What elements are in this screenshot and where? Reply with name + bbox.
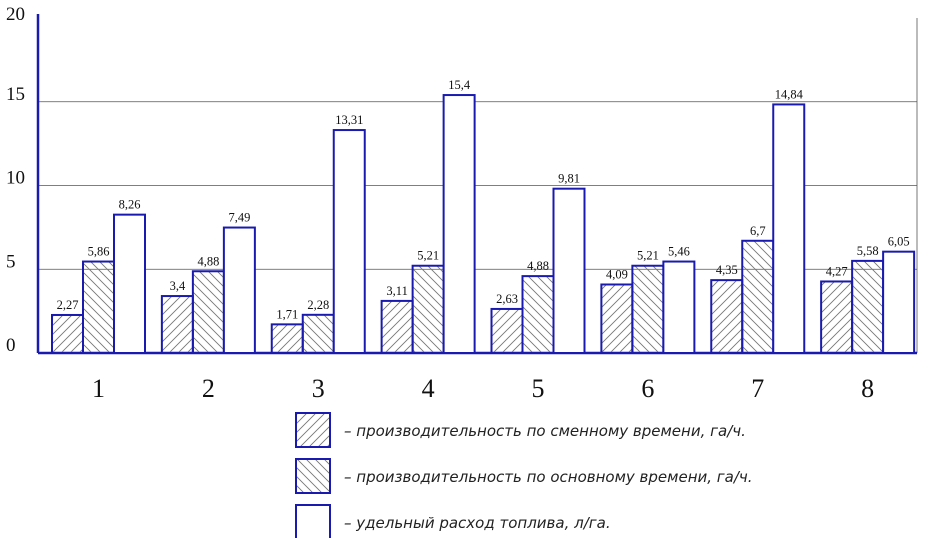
bar-series-3-cat-3 — [332, 129, 366, 354]
data-label: 4,09 — [606, 267, 628, 281]
legend-label-2: – производительность по основному времен… — [344, 468, 753, 486]
bar-series-1-cat-3 — [270, 323, 304, 355]
x-tick-label: 3 — [312, 374, 325, 403]
bar-series-3-cat-6 — [662, 260, 696, 355]
bar-series-1-cat-2 — [160, 295, 194, 354]
data-label: 5,21 — [417, 249, 439, 263]
data-label: 6,05 — [888, 235, 910, 249]
data-label: 5,21 — [637, 249, 659, 263]
data-label: 7,49 — [228, 211, 250, 225]
data-labels: 2,27 5,86 8,26 3,4 4,88 7,49 1,71 2,28 13,31 3,11… — [57, 78, 910, 321]
bar-series-3-cat-8 — [882, 250, 916, 355]
x-tick-label: 5 — [532, 374, 545, 403]
bar-series-2-cat-5 — [521, 275, 555, 354]
bars — [51, 94, 916, 355]
data-label: 5,46 — [668, 245, 690, 259]
bar-series-3-cat-1 — [113, 213, 146, 354]
data-label: 5,86 — [88, 245, 110, 259]
legend-swatch-1 — [295, 412, 331, 448]
data-label: 4,27 — [826, 264, 848, 278]
bar-series-2-cat-4 — [411, 264, 445, 355]
bar-series-3-cat-5 — [552, 187, 586, 354]
bar-series-3-cat-7 — [772, 103, 806, 355]
bar-series-2-cat-8 — [851, 259, 885, 354]
y-tick-label: 15 — [6, 84, 25, 105]
legend: – производительность по сменному времени… — [295, 412, 753, 538]
x-tick-label: 1 — [92, 374, 105, 403]
bar-series-1-cat-4 — [380, 299, 414, 354]
bar-series-2-cat-3 — [301, 313, 335, 354]
data-label: 15,4 — [448, 78, 471, 92]
data-label: 5,58 — [857, 244, 879, 258]
data-label: 14,84 — [775, 87, 804, 101]
bar-series-3-cat-4 — [442, 94, 476, 355]
bar-series-2-cat-2 — [191, 270, 225, 355]
legend-label-1: – производительность по сменному времени… — [344, 422, 746, 440]
legend-label-3: – удельный расход топлива, л/га. — [344, 514, 611, 532]
bar-series-1-cat-8 — [820, 280, 854, 355]
data-label: 6,7 — [750, 224, 766, 238]
data-label: 9,81 — [558, 172, 580, 186]
x-tick-label: 4 — [422, 374, 435, 403]
data-label: 3,4 — [170, 279, 186, 293]
y-tick-label: 10 — [6, 168, 25, 189]
x-tick-label: 7 — [751, 374, 764, 403]
x-tick-labels: 1 2 3 4 5 6 7 8 — [92, 374, 874, 403]
y-tick-label: 5 — [6, 251, 16, 272]
data-label: 4,88 — [527, 259, 549, 273]
legend-swatch-2 — [295, 458, 331, 494]
bar-series-1-cat-7 — [710, 279, 744, 355]
legend-swatch-3 — [295, 504, 331, 538]
data-label: 4,35 — [716, 263, 738, 277]
bar-series-1-cat-5 — [490, 307, 524, 355]
data-label: 1,71 — [276, 307, 298, 321]
y-tick-label: 0 — [6, 335, 16, 356]
bar-series-2-cat-7 — [741, 239, 775, 354]
data-label: 2,28 — [307, 298, 329, 312]
bar-series-1-cat-1 — [51, 313, 84, 355]
data-label: 8,26 — [119, 198, 141, 212]
y-tick-labels: 0 5 10 15 20 — [6, 4, 25, 356]
y-tick-label: 20 — [6, 4, 25, 25]
data-label: 3,11 — [386, 284, 407, 298]
data-label: 2,27 — [57, 298, 79, 312]
bar-series-3-cat-2 — [222, 226, 256, 354]
x-tick-label: 8 — [861, 374, 874, 403]
data-label: 2,63 — [496, 292, 518, 306]
data-label: 13,31 — [335, 113, 363, 127]
bar-series-2-cat-6 — [631, 264, 665, 355]
bar-series-2-cat-1 — [82, 260, 115, 355]
x-tick-label: 6 — [641, 374, 654, 403]
data-label: 4,88 — [197, 254, 219, 268]
bar-series-1-cat-6 — [600, 283, 634, 354]
x-tick-label: 2 — [202, 374, 215, 403]
